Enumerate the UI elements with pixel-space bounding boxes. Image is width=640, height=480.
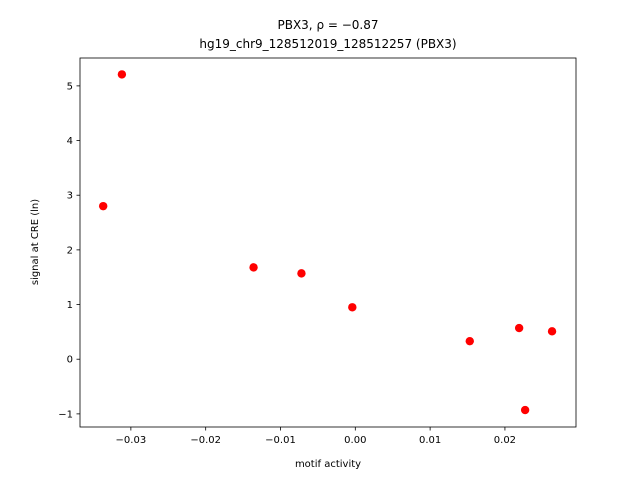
y-tick-label: 0 [67,355,73,366]
scatter-point [514,323,524,333]
y-tick-label: 5 [67,81,73,92]
y-axis-label: signal at CRE (ln) [30,199,41,285]
scatter-point [547,327,557,336]
plot-frame [79,57,577,428]
scatter-point [465,336,474,346]
y-tick-label: 4 [67,136,73,147]
x-tick-label: −0.03 [116,435,147,446]
scatter-point [520,405,530,415]
scatter-point [348,303,357,312]
y-tick-label: 3 [67,191,73,202]
y-tick-label: 2 [67,245,73,256]
x-axis-label: motif activity [295,459,361,470]
scatter-point [249,263,258,272]
y-tick-label: −1 [58,409,73,420]
x-tick-label: 0.00 [344,435,366,446]
chart-subtitle: hg19_chr9_128512019_128512257 (PBX3) [199,37,456,51]
scatter-point [297,269,306,278]
chart-title: PBX3, ρ = −0.87 [277,18,378,32]
x-tick-label: 0.02 [494,435,516,446]
x-tick-label: 0.01 [419,435,441,446]
y-tick-label: 1 [67,300,73,311]
scatter-point [117,70,127,79]
x-tick-label: −0.02 [190,435,221,446]
scatter-point [98,201,108,211]
x-tick-label: −0.01 [265,435,296,446]
